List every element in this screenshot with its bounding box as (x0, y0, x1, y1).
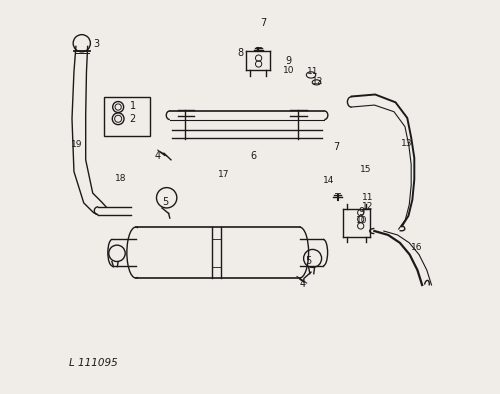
Text: 1: 1 (130, 101, 136, 111)
Text: 8: 8 (238, 48, 244, 58)
Text: 10: 10 (356, 216, 367, 225)
Text: 7: 7 (333, 142, 339, 152)
Text: 5: 5 (305, 256, 311, 266)
Text: 7: 7 (260, 17, 267, 28)
Text: 17: 17 (218, 170, 229, 179)
Text: 16: 16 (410, 243, 422, 253)
Text: 9: 9 (286, 56, 292, 66)
Text: 4: 4 (154, 151, 160, 160)
Text: 15: 15 (360, 165, 371, 174)
Text: 11: 11 (362, 193, 373, 201)
Text: 14: 14 (322, 176, 334, 185)
Text: 4: 4 (300, 279, 306, 289)
Text: 2: 2 (130, 114, 136, 124)
Text: 11: 11 (307, 67, 318, 76)
Text: 10: 10 (282, 66, 294, 75)
Text: 18: 18 (115, 174, 126, 183)
Text: 13: 13 (400, 139, 412, 147)
Text: L 111095: L 111095 (70, 358, 118, 368)
Text: 3: 3 (94, 39, 100, 48)
Text: 6: 6 (251, 151, 257, 161)
Text: 19: 19 (72, 140, 83, 149)
Text: 12: 12 (362, 202, 373, 211)
Text: 9: 9 (358, 207, 364, 217)
Text: 12: 12 (312, 77, 323, 86)
Text: 5: 5 (162, 197, 168, 207)
